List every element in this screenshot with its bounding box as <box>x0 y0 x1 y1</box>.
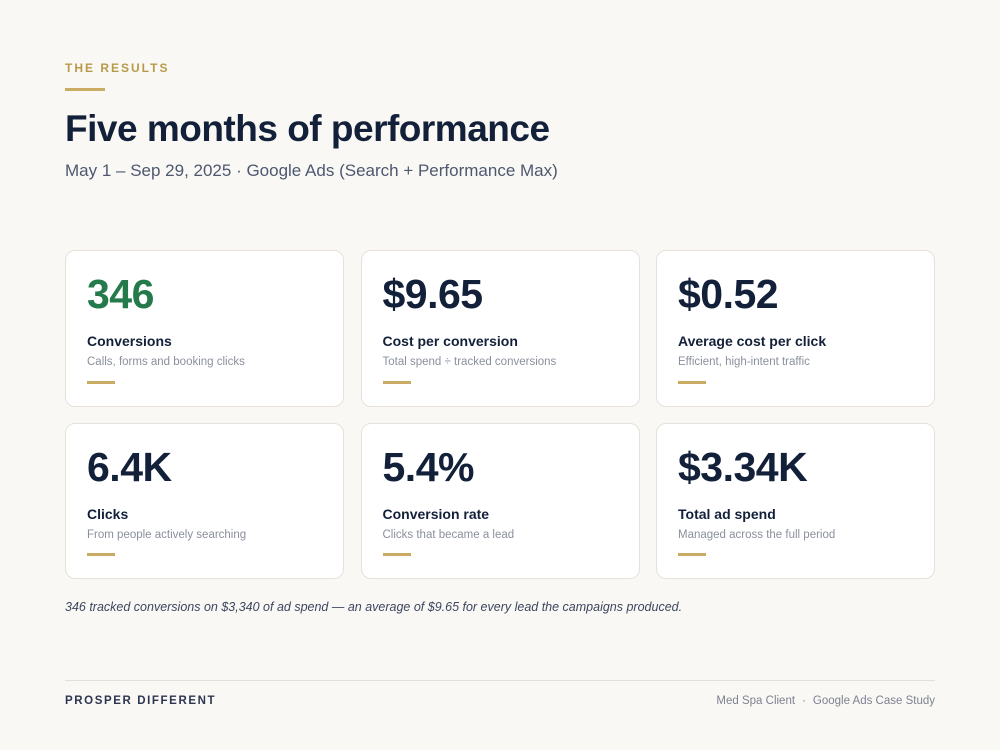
card-accent-rule <box>382 381 411 384</box>
section-eyebrow: THE RESULTS <box>65 61 170 75</box>
metric-value: $3.34K <box>678 444 808 490</box>
metric-description: Managed across the full period <box>678 529 836 541</box>
footer-divider <box>65 680 935 681</box>
metric-description: Calls, forms and booking clicks <box>87 356 245 368</box>
client-name: Med Spa Client <box>716 695 796 707</box>
metric-value: 346 <box>87 271 154 317</box>
metric-label: Average cost per click <box>678 333 827 349</box>
card-accent-rule <box>678 553 706 556</box>
metric-description: Efficient, high-intent traffic <box>678 356 810 368</box>
footer-separator: · <box>802 695 806 707</box>
card-accent-rule <box>678 381 706 384</box>
footer-meta: Med Spa Client · Google Ads Case Study <box>716 695 935 707</box>
metric-label: Conversions <box>87 333 172 349</box>
metric-label: Clicks <box>87 506 129 522</box>
metric-card-total-ad-spend: $3.34K Total ad spend Managed across the… <box>656 423 935 579</box>
study-name: Google Ads Case Study <box>812 695 935 707</box>
metric-card-conversion-rate: 5.4% Conversion rate Clicks that became … <box>360 423 640 579</box>
metric-value: $0.52 <box>678 271 779 317</box>
eyebrow-accent-rule <box>65 88 105 91</box>
metric-description: From people actively searching <box>87 529 247 541</box>
metric-card-average-cpc: $0.52 Average cost per click Efficient, … <box>656 250 935 407</box>
summary-note: 346 tracked conversions on $3,340 of ad … <box>65 600 683 614</box>
metric-label: Total ad spend <box>678 506 776 522</box>
page-title: Five months of performance <box>65 108 550 149</box>
brand-name: PROSPER DIFFERENT <box>65 695 217 707</box>
metric-value: $9.65 <box>382 271 484 317</box>
metric-value: 5.4% <box>382 444 475 490</box>
metric-value: 6.4K <box>87 444 172 490</box>
metric-card-cost-per-conversion: $9.65 Cost per conversion Total spend ÷ … <box>360 250 640 407</box>
card-accent-rule <box>87 553 115 556</box>
metrics-grid: 346 Conversions Calls, forms and booking… <box>65 250 935 579</box>
card-accent-rule <box>382 553 411 556</box>
metric-card-conversions: 346 Conversions Calls, forms and booking… <box>65 250 344 407</box>
card-accent-rule <box>87 381 115 384</box>
metric-description: Clicks that became a lead <box>382 529 515 541</box>
page-subtitle: May 1 – Sep 29, 2025 · Google Ads (Searc… <box>65 161 558 180</box>
metric-description: Total spend ÷ tracked conversions <box>382 356 557 368</box>
metric-label: Conversion rate <box>382 506 490 522</box>
metric-label: Cost per conversion <box>382 333 518 349</box>
metric-card-clicks: 6.4K Clicks From people actively searchi… <box>65 423 344 579</box>
